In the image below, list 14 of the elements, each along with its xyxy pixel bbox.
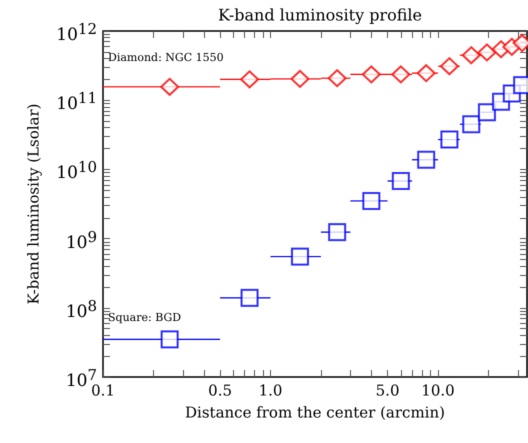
chart-title: K-band luminosity profile <box>218 6 422 24</box>
y-axis-title: K-band luminosity (Lsolar) <box>24 104 42 304</box>
y-tick-label: 10$^{12}$ <box>56 19 97 45</box>
y-tick-label: 10$^{10}$ <box>56 157 97 184</box>
annotation: Square: BGD <box>108 311 182 324</box>
x-tick-label: 5.0 <box>376 382 400 400</box>
y-tick-label: 10$^{9}$ <box>66 226 97 253</box>
y-tick-label: 10$^{11}$ <box>56 88 97 114</box>
x-tick-label: 0.5 <box>208 382 232 400</box>
x-tick-label: 10.0 <box>421 382 455 400</box>
x-tick-label: 1.0 <box>258 382 282 400</box>
y-tick-label: 10$^{8}$ <box>66 296 97 322</box>
x-axis-title: Distance from the center (arcmin) <box>185 404 445 422</box>
annotation: Diamond: NGC 1550 <box>108 51 224 64</box>
